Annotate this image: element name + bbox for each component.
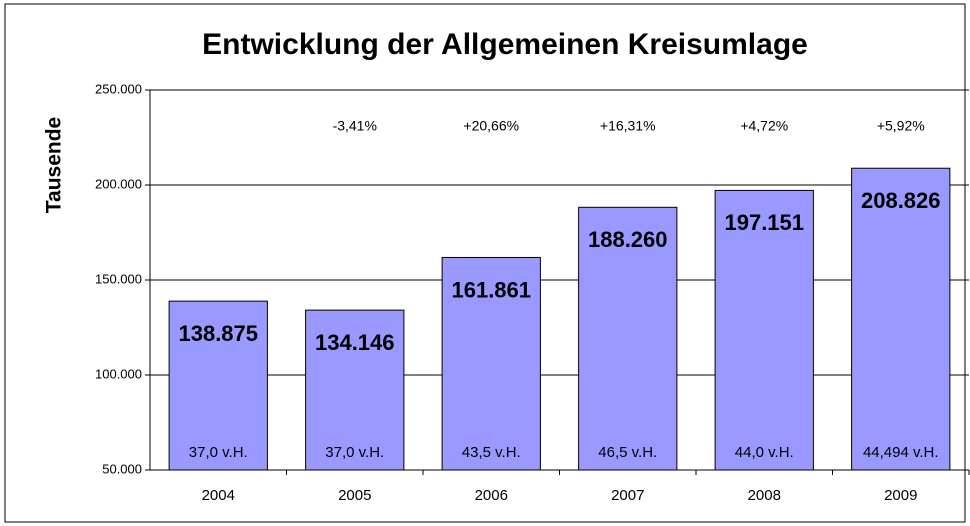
x-tick-label: 2007 — [611, 487, 644, 504]
chart-title: Entwicklung der Allgemeinen Kreisumlage — [202, 28, 808, 61]
y-tick-label: 250.000 — [95, 81, 142, 96]
rate-label: 44,0 v.H. — [735, 444, 794, 461]
rate-label: 46,5 v.H. — [598, 444, 657, 461]
y-tick-label: 100.000 — [95, 366, 142, 381]
y-tick-label: 200.000 — [95, 176, 142, 191]
value-label: 208.826 — [861, 188, 941, 213]
value-label: 188.260 — [588, 227, 668, 252]
bar — [168, 300, 268, 471]
x-tick-label: 2004 — [202, 487, 235, 504]
value-label: 134.146 — [315, 330, 395, 355]
change-label: -3,41% — [333, 118, 377, 134]
bar — [714, 189, 814, 471]
bar — [851, 167, 951, 471]
x-tick-label: 2008 — [748, 487, 781, 504]
bar — [578, 206, 678, 471]
x-tick-label: 2009 — [884, 487, 917, 504]
rate-label: 37,0 v.H. — [325, 444, 384, 461]
value-label: 161.861 — [451, 277, 531, 302]
x-tick-label: 2005 — [338, 487, 371, 504]
change-label: +20,66% — [463, 118, 519, 134]
rate-label: 43,5 v.H. — [462, 444, 521, 461]
change-label: +4,72% — [740, 118, 788, 134]
y-axis-label: Tausende — [43, 117, 66, 213]
change-label: +5,92% — [877, 118, 925, 134]
value-label: 197.151 — [724, 210, 804, 235]
rate-label: 44,494 v.H. — [863, 444, 939, 461]
value-label: 138.875 — [178, 321, 258, 346]
rate-label: 37,0 v.H. — [189, 444, 248, 461]
bar — [305, 309, 405, 471]
y-tick-label: 150.000 — [95, 271, 142, 286]
change-label: +16,31% — [600, 118, 656, 134]
y-tick-label: 50.000 — [102, 461, 142, 476]
x-tick-label: 2006 — [475, 487, 508, 504]
bar — [441, 256, 541, 471]
